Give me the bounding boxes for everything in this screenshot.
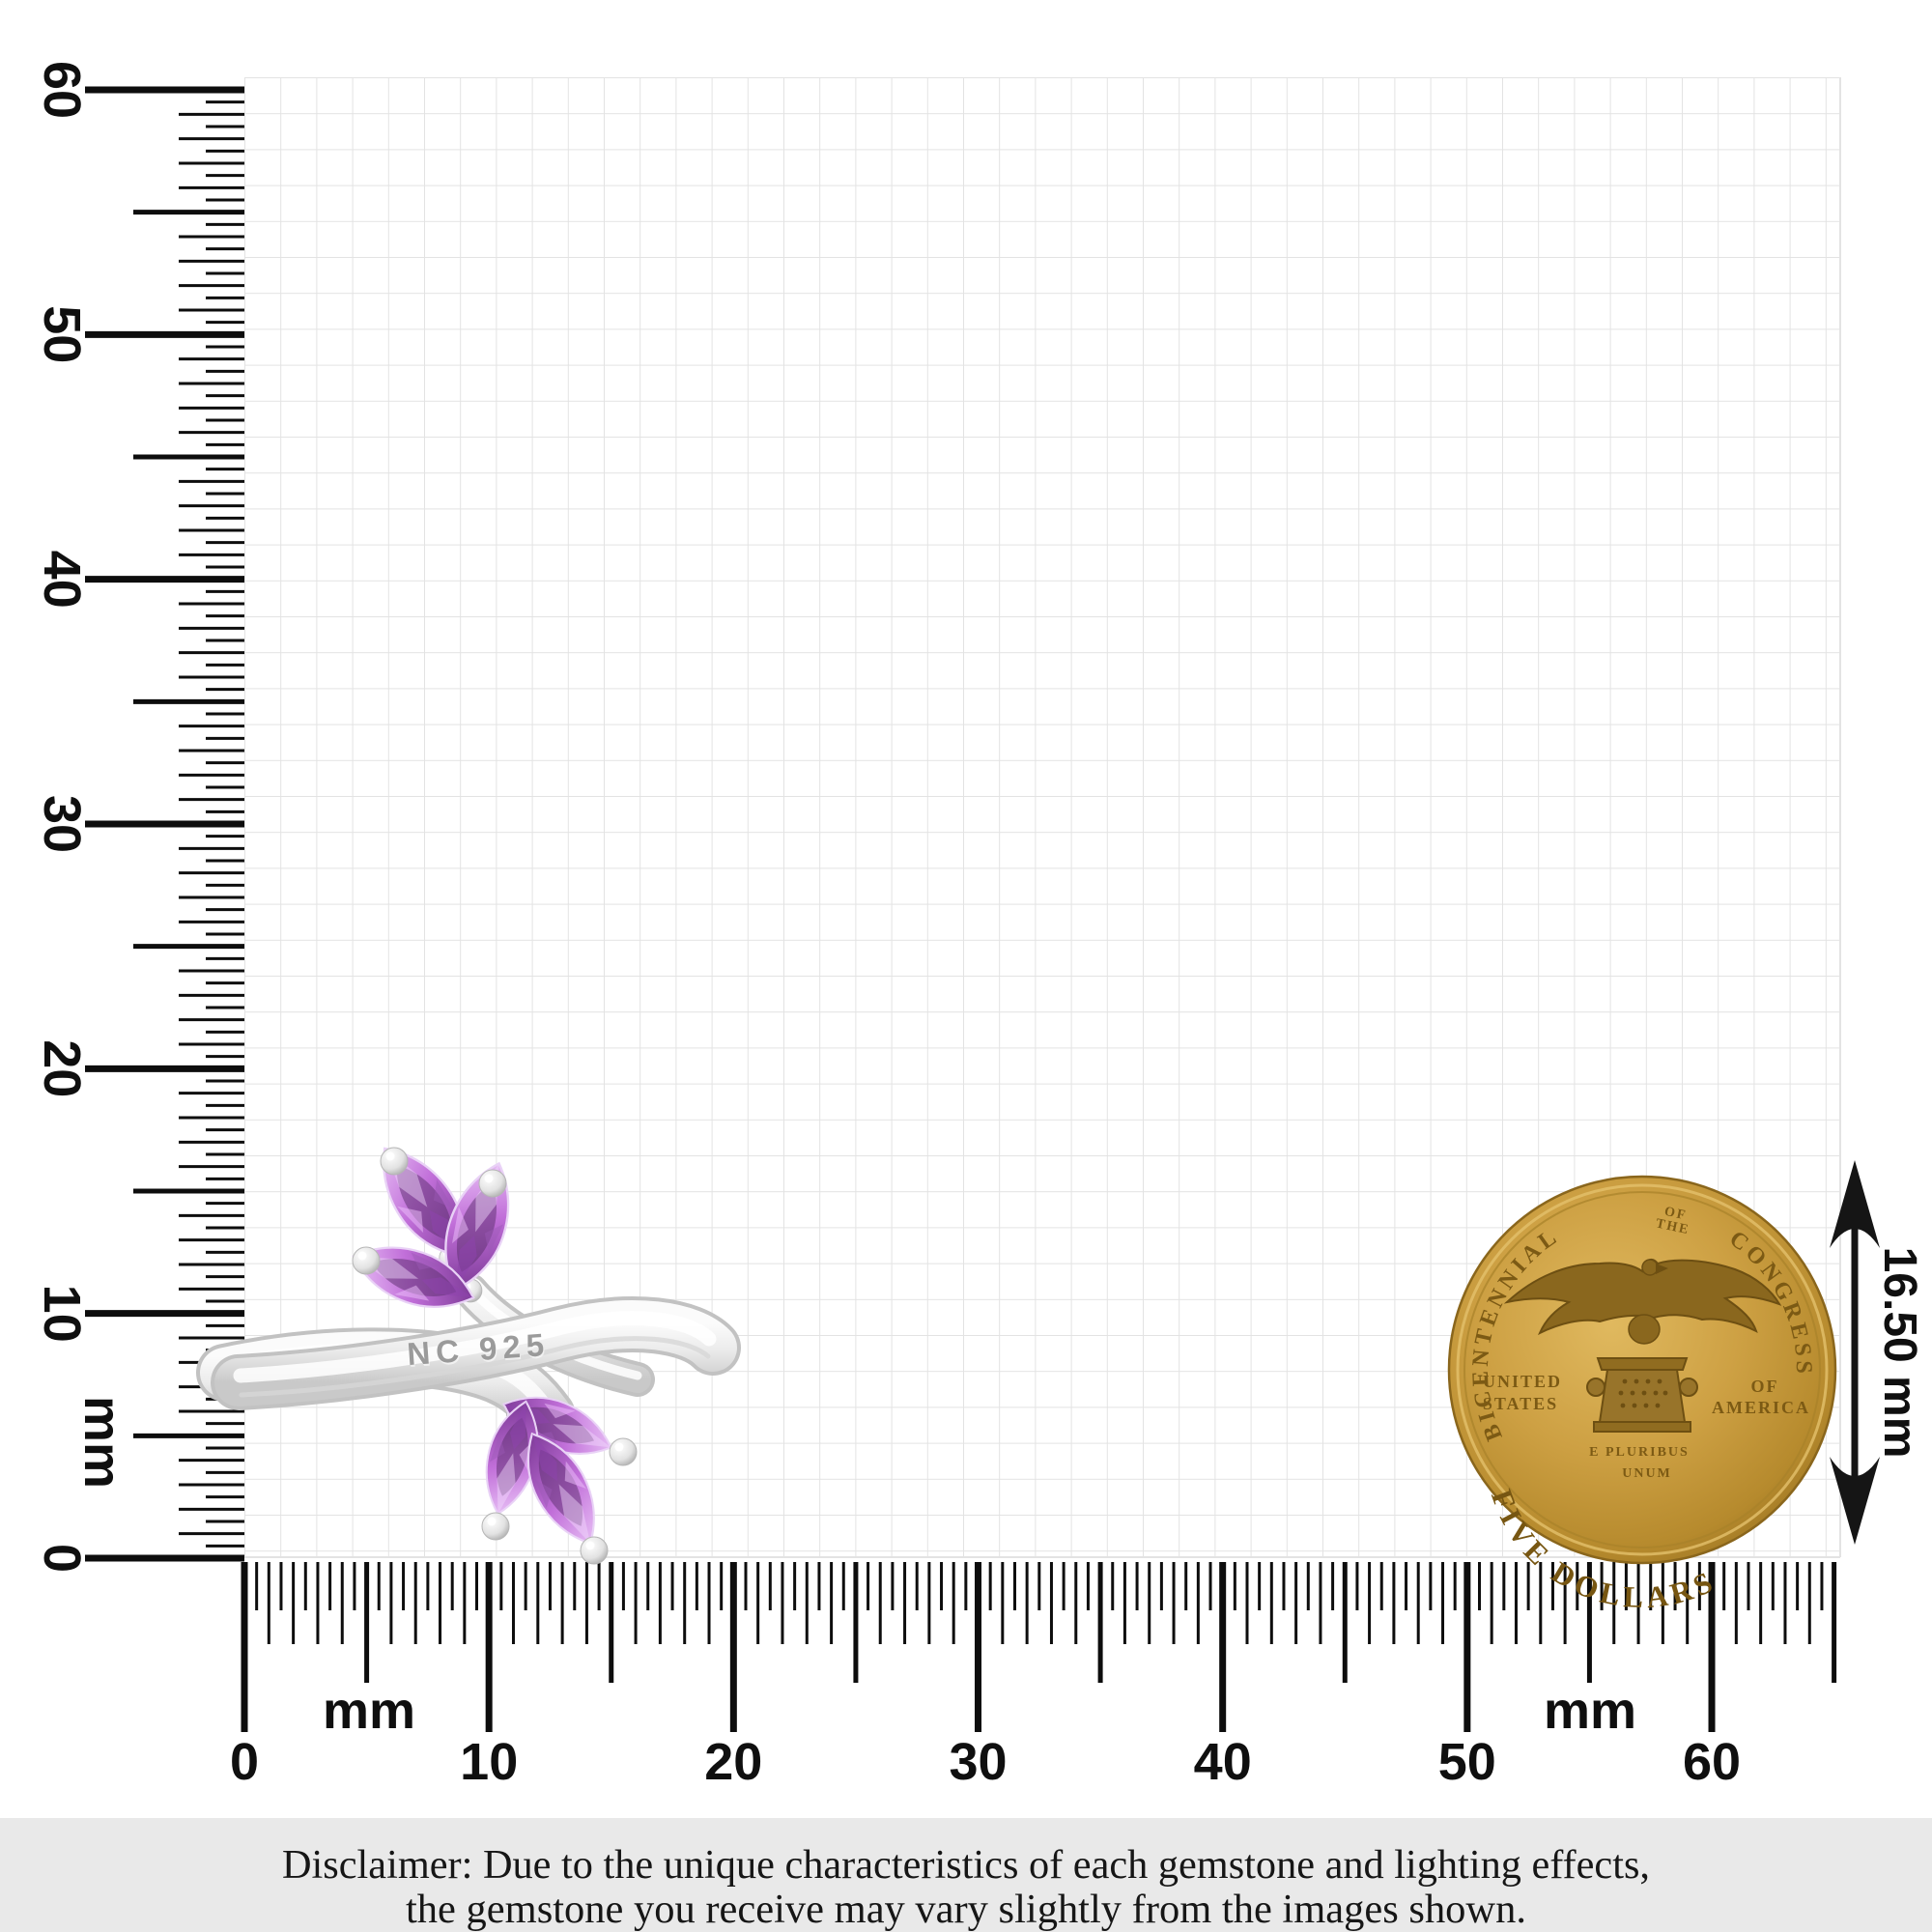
ruler-number: 20 — [704, 1733, 762, 1791]
ruler-number: 40 — [1194, 1733, 1252, 1791]
ruler-number: 20 — [33, 1039, 91, 1097]
disclaimer-line1: Disclaimer: Due to the unique characteri… — [282, 1843, 1650, 1888]
bottom-ruler-labels: 0 10 20 30 40 50 60 — [230, 1733, 1741, 1791]
coin-text-states: STATES — [1483, 1394, 1558, 1413]
ruler-number: 0 — [33, 1544, 91, 1573]
ruler-number: 40 — [33, 551, 91, 609]
coin-text-america: AMERICA — [1712, 1398, 1810, 1417]
arrow-head-bottom-icon — [1830, 1457, 1880, 1545]
bottom-ruler-ticks — [241, 1562, 1837, 1732]
bottom-ruler: 0 10 20 30 40 50 60 mm mm — [230, 1562, 1837, 1791]
coin-text-e-pluribus: E PLURIBUS — [1589, 1445, 1690, 1460]
disclaimer-band: Disclaimer: Due to the unique characteri… — [0, 1818, 1932, 1932]
eagle-icon — [1503, 1258, 1782, 1345]
left-ruler-unit-label: mm — [73, 1396, 131, 1489]
amethyst-ring-image: NC 925 NC 925 — [196, 1130, 741, 1565]
prong-ball — [352, 1246, 381, 1275]
prong-ball — [609, 1437, 638, 1466]
ruler-number: 50 — [1438, 1733, 1496, 1791]
dimension-label: 16.50 mm — [1874, 1247, 1925, 1459]
ruler-number: 50 — [33, 305, 91, 363]
bottom-ruler-unit-label-right: mm — [1544, 1682, 1636, 1740]
coin-image: BICENTENNIAL CONGRESS OF THE UNITED STAT… — [1447, 1175, 1837, 1614]
prong-ball — [481, 1512, 510, 1541]
left-ruler-labels: 60 50 40 30 20 10 0 — [33, 61, 91, 1573]
ruler-number: 10 — [460, 1733, 518, 1791]
ruler-number: 60 — [33, 61, 91, 119]
ruler-number: 0 — [230, 1733, 259, 1791]
ring-band — [196, 1273, 741, 1445]
coin-text-of-the: OF THE — [1655, 1205, 1691, 1238]
coin-text-unum: UNUM — [1622, 1466, 1672, 1481]
dimension-arrow: 16.50 mm — [1830, 1160, 1925, 1545]
ruler-number: 60 — [1683, 1733, 1741, 1791]
prong-ball — [380, 1147, 409, 1176]
podium-icon — [1586, 1357, 1698, 1433]
coin-text-of: OF — [1751, 1377, 1779, 1396]
bottom-ruler-unit-label-left: mm — [323, 1682, 415, 1740]
svg-text:OF: OF — [1663, 1205, 1689, 1224]
svg-text:THE: THE — [1655, 1216, 1691, 1237]
coin-text-united: UNITED — [1483, 1372, 1562, 1391]
band-engraving: NC 925 NC 925 — [406, 1326, 552, 1374]
ruler-number: 30 — [33, 795, 91, 853]
prong-ball — [580, 1536, 609, 1565]
prong-ball — [478, 1169, 507, 1198]
ruler-number: 10 — [33, 1285, 91, 1343]
arrow-head-top-icon — [1830, 1160, 1880, 1248]
disclaimer-line2: the gemstone you receive may vary slight… — [406, 1888, 1526, 1932]
ruler-number: 30 — [949, 1733, 1007, 1791]
